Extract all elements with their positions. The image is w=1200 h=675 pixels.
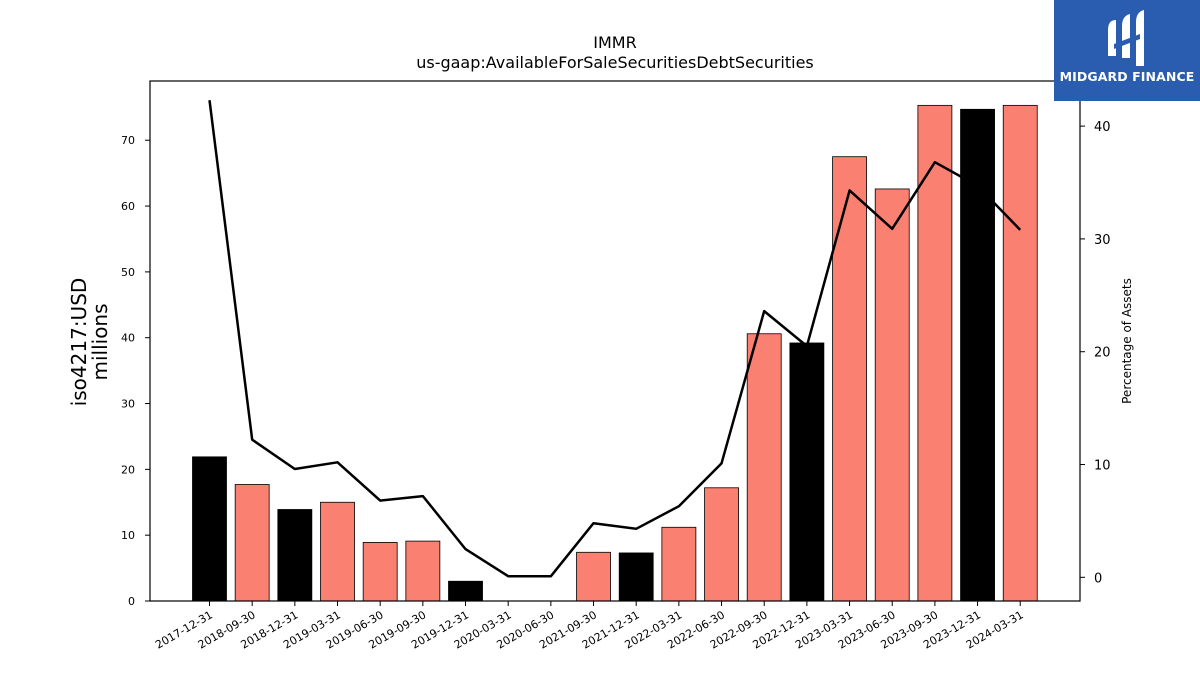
y-tick-label: 30 [121, 398, 135, 411]
bar [1002, 104, 1038, 602]
chart-subtitle: us-gaap:AvailableForSaleSecuritiesDebtSe… [416, 53, 814, 72]
y2-axis-label: Percentage of Assets [1120, 278, 1134, 404]
bar [192, 456, 227, 602]
bar [277, 509, 313, 602]
bar [448, 580, 483, 602]
logo-mark-icon [1108, 10, 1144, 66]
percentage-line [208, 100, 1022, 578]
bar [789, 342, 825, 602]
y-tick-label: 0 [128, 595, 135, 608]
logo-text: MIDGARD FINANCE [1059, 69, 1195, 84]
y-axis-label-line: iso4217:USD [67, 278, 91, 407]
bar [917, 104, 953, 602]
bar [661, 526, 697, 602]
bar [362, 542, 398, 602]
plot-frame [149, 80, 1081, 602]
y2-tick-label: 30 [1094, 233, 1111, 248]
bar [405, 540, 441, 602]
y2-tick-label: 40 [1094, 120, 1111, 135]
y-tick-label: 60 [121, 200, 135, 213]
y-tick-label: 20 [121, 463, 135, 476]
chart-title: IMMR [593, 33, 636, 52]
y2-tick-label: 0 [1094, 571, 1102, 586]
brand-logo: MIDGARD FINANCE [1054, 0, 1200, 101]
bar [874, 188, 910, 602]
bar [746, 333, 782, 602]
y-tick-label: 50 [121, 266, 135, 279]
y-tick-label: 10 [121, 529, 135, 542]
y2-tick-label: 20 [1094, 346, 1111, 361]
y-axis-label-line: millions [88, 303, 112, 380]
bar [320, 501, 355, 602]
bar [832, 156, 867, 602]
bar [704, 487, 739, 602]
y-tick-label: 70 [121, 134, 135, 147]
bar [234, 484, 270, 602]
y-axis-label: iso4217:USDmillions [67, 278, 112, 407]
bar [576, 551, 611, 602]
bar [618, 552, 654, 602]
y-tick-label: 40 [121, 332, 135, 345]
bar [960, 108, 995, 602]
plot-area: 0102030405060700102030402017-12-312018-0… [121, 80, 1111, 652]
y2-tick-label: 10 [1094, 459, 1111, 474]
